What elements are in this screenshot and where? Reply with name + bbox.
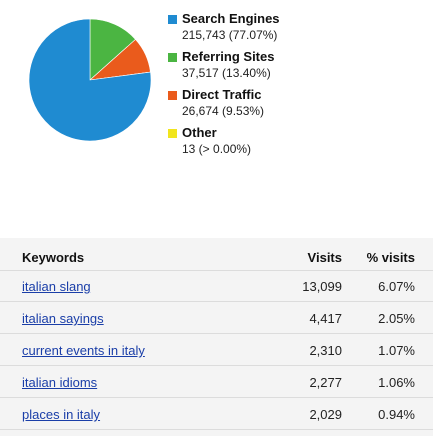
legend-label: Other: [182, 125, 217, 140]
pct-visits-value: 1.06%: [378, 375, 415, 390]
table-row: places in italy 2,029 0.94%: [0, 398, 433, 429]
header-visits: Visits: [307, 250, 342, 265]
keyword-link[interactable]: italian sayings: [22, 311, 104, 326]
row-divider: [0, 301, 433, 302]
legend-label: Search Engines: [182, 11, 280, 26]
keyword-link[interactable]: italian slang: [22, 279, 91, 294]
table-row: current events in italy 2,310 1.07%: [0, 334, 433, 365]
row-divider: [0, 429, 433, 430]
legend-value: 37,517 (13.40%): [182, 66, 271, 80]
visits-value: 2,029: [309, 407, 342, 422]
pct-visits-value: 0.94%: [378, 407, 415, 422]
direct-traffic-swatch: [168, 90, 177, 100]
header-keywords: Keywords: [22, 250, 85, 265]
row-divider: [0, 397, 433, 398]
keyword-link[interactable]: current events in italy: [22, 343, 145, 358]
visits-value: 4,417: [309, 311, 342, 326]
traffic-sources-legend: Search Engines 215,743 (77.07%) Referrin…: [168, 11, 418, 163]
visits-value: 13,099: [302, 279, 342, 294]
other-swatch: [168, 128, 177, 138]
keyword-link[interactable]: italian idioms: [22, 375, 98, 390]
visits-value: 2,310: [309, 343, 342, 358]
referring-sites-swatch: [168, 52, 177, 62]
legend-item-search-engines: Search Engines 215,743 (77.07%): [168, 11, 418, 46]
table-header: Keywords Visits % visits: [0, 248, 433, 268]
legend-item-other: Other 13 (> 0.00%): [168, 125, 418, 160]
traffic-sources-pie-chart: [28, 18, 152, 142]
pct-visits-value: 2.05%: [378, 311, 415, 326]
row-divider: [0, 270, 433, 271]
legend-value: 13 (> 0.00%): [182, 142, 252, 156]
legend-value: 215,743 (77.07%): [182, 28, 278, 42]
pct-visits-value: 6.07%: [378, 279, 415, 294]
legend-value: 26,674 (9.53%): [182, 104, 265, 118]
row-divider: [0, 333, 433, 334]
keyword-link[interactable]: places in italy: [22, 407, 101, 422]
search-engines-swatch: [168, 14, 177, 24]
row-divider: [0, 365, 433, 366]
legend-item-direct-traffic: Direct Traffic 26,674 (9.53%): [168, 87, 418, 122]
legend-label: Referring Sites: [182, 49, 275, 64]
table-row: italian idioms 2,277 1.06%: [0, 366, 433, 397]
pie-slice-search-engines: [28, 18, 152, 142]
keywords-table: Keywords Visits % visits italian slang 1…: [0, 238, 433, 436]
table-row: italian slang 13,099 6.07%: [0, 270, 433, 301]
legend-item-referring-sites: Referring Sites 37,517 (13.40%): [168, 49, 418, 84]
pct-visits-value: 1.07%: [378, 343, 415, 358]
visits-value: 2,277: [309, 375, 342, 390]
header-pct-visits: % visits: [366, 250, 415, 265]
legend-label: Direct Traffic: [182, 87, 262, 102]
table-row: italian sayings 4,417 2.05%: [0, 302, 433, 333]
pie-svg: [28, 18, 152, 142]
